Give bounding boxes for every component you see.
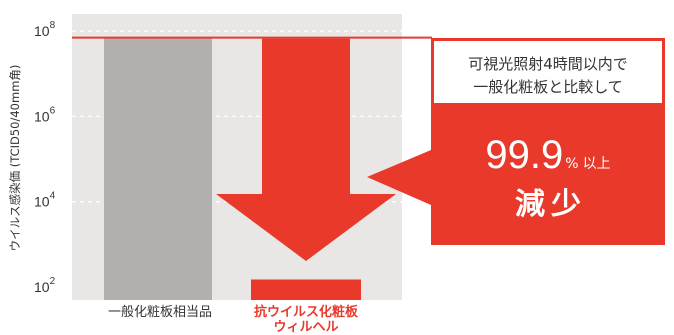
y-tick-base: 10 <box>34 108 50 124</box>
callout-white-panel <box>434 41 662 103</box>
result-suffix: 以上 <box>583 156 611 172</box>
y-tick-label: 102 <box>34 276 56 295</box>
category-label: 抗ウイルス化粧板 <box>254 304 359 320</box>
bar-control <box>104 37 212 300</box>
callout-line-1: 可視光照射4時間以内で <box>468 55 628 73</box>
y-tick-exponent: 2 <box>50 276 56 287</box>
y-tick-exponent: 6 <box>50 105 56 116</box>
result-unit: % <box>565 156 578 172</box>
callout-line-2: 一般化粧板と比較して <box>473 78 623 96</box>
y-tick-exponent: 8 <box>50 20 56 31</box>
bar-antiviral <box>251 279 361 300</box>
reduction-arrow-shape <box>216 38 396 262</box>
y-tick-base: 10 <box>34 279 50 295</box>
y-axis-label: ウイルス感染価 (TCID50/40mm角) <box>8 65 22 252</box>
y-tick-label: 104 <box>34 191 56 210</box>
category-label-line2: ウィルヘル <box>273 320 338 335</box>
y-tick-label: 108 <box>34 20 56 39</box>
callout-pointer <box>367 150 431 205</box>
category-label: 一般化粧板相当品 <box>108 304 212 320</box>
y-tick-label: 106 <box>34 105 56 124</box>
result-value: 99.9% 以上 <box>485 133 610 177</box>
result-number: 99.9 <box>485 133 563 177</box>
reduction-arrow <box>216 38 396 262</box>
y-tick-base: 10 <box>34 23 50 39</box>
y-tick-base: 10 <box>34 194 50 210</box>
bars <box>104 37 361 300</box>
result-callout: 可視光照射4時間以内で 一般化粧板と比較して 99.9% 以上 減少 <box>367 38 665 245</box>
y-tick-exponent: 4 <box>50 191 56 202</box>
result-word: 減少 <box>515 187 587 222</box>
